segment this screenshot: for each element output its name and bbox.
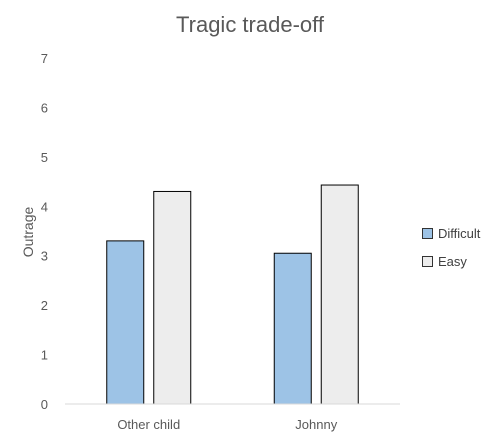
bar-easy-johnny xyxy=(320,184,359,405)
x-tick-label: Johnny xyxy=(295,417,337,432)
y-tick-label: 4 xyxy=(41,199,48,214)
legend-swatch-difficult xyxy=(422,227,433,239)
y-tick-label: 5 xyxy=(41,150,48,165)
legend-item-easy: Easy xyxy=(422,247,480,275)
y-tick-label: 0 xyxy=(41,397,48,412)
legend-label-easy: Easy xyxy=(438,253,467,269)
bar-easy-other-child xyxy=(153,190,192,405)
x-tick-label: Other child xyxy=(117,417,180,432)
bar-difficult-other-child xyxy=(106,240,145,405)
y-tick-label: 1 xyxy=(41,348,48,363)
x-tick-labels: Other child Johnny xyxy=(117,417,337,432)
y-tick-label: 7 xyxy=(41,51,48,66)
y-tick-labels: 0 1 2 3 4 5 6 7 xyxy=(41,51,48,412)
legend-label-difficult: Difficult xyxy=(438,225,481,241)
y-tick-label: 6 xyxy=(41,100,48,115)
y-tick-label: 2 xyxy=(41,298,48,313)
bars xyxy=(106,184,359,405)
legend-item-difficult: Difficult xyxy=(422,219,480,247)
legend-swatch-easy xyxy=(422,255,433,267)
y-tick-label: 3 xyxy=(41,249,48,264)
legend: Difficult Easy xyxy=(422,219,480,275)
chart-title: Tragic trade-off xyxy=(176,12,324,37)
bar-difficult-johnny xyxy=(273,252,312,405)
